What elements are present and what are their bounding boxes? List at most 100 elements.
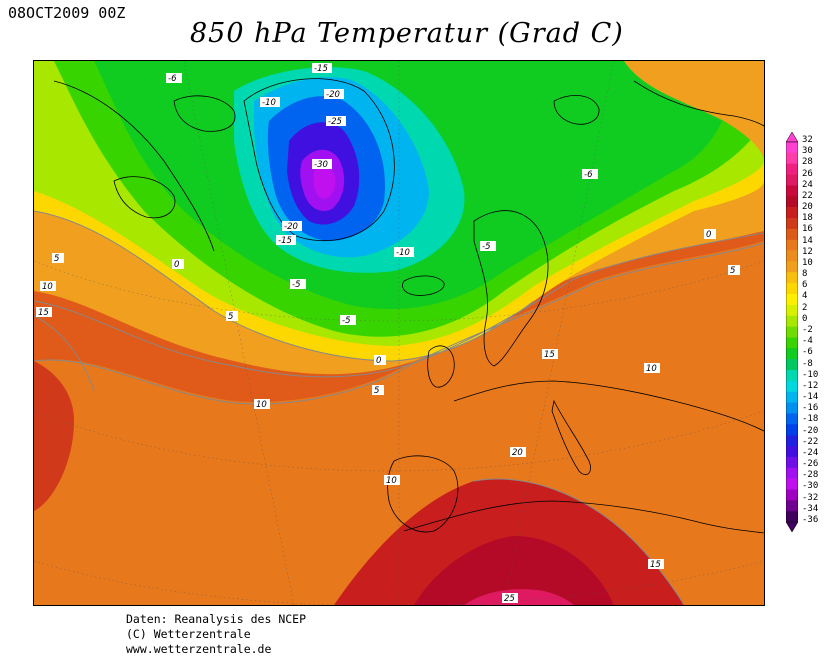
svg-text:-10: -10 [396,248,410,258]
contour-label: 15 [542,349,558,360]
legend-value: -4 [802,336,813,347]
legend-swatch [786,424,798,436]
footer-copyright: (C) Wetterzentrale [126,627,251,641]
legend-swatch [786,261,798,273]
legend-value: 32 [802,135,813,145]
legend-value: -20 [802,425,819,436]
legend-value: 24 [802,179,813,190]
legend-arrow-top [786,132,798,143]
legend-value: 10 [802,257,813,268]
svg-text:-5: -5 [292,280,300,290]
contour-label: 15 [648,559,664,570]
svg-text:15: 15 [544,350,555,360]
contour-label: -5 [480,241,496,252]
contour-label: 10 [40,281,56,292]
svg-text:-30: -30 [314,160,328,170]
contour-label: -5 [290,279,306,290]
svg-text:5: 5 [730,266,735,276]
footer-url[interactable]: www.wetterzentrale.de [126,642,272,656]
legend-value: 20 [802,202,813,213]
legend-value: 4 [802,291,808,302]
svg-text:5: 5 [54,254,59,264]
contour-label: -5 [340,315,356,326]
legend-swatch [786,142,798,154]
legend-value: -12 [802,380,819,391]
legend-value: 12 [802,246,813,257]
contour-label: -15 [276,235,296,246]
legend-swatch [786,348,798,360]
footer-data-source: Daten: Reanalysis des NCEP [126,612,307,626]
svg-text:-25: -25 [328,117,342,127]
svg-text:0: 0 [174,260,179,270]
legend-swatch [786,283,798,295]
legend-swatch [786,272,798,284]
contour-label: -10 [394,247,414,258]
legend-swatch [786,304,798,317]
legend-value: 14 [802,235,813,246]
svg-text:-10: -10 [262,98,276,108]
legend-value: -16 [802,403,819,414]
legend-swatch [786,174,798,186]
svg-text:25: 25 [504,594,515,604]
legend-swatch [786,500,798,512]
legend-swatch [786,435,798,447]
contour-label: 0 [172,259,184,270]
legend-swatch [786,185,798,197]
legend-labels: 32 30 28 26 24 22 20 18 16 14 12 10 8 6 4 2 0 -2 -4 -6 -8 -10… [802,136,836,525]
legend-swatch [786,446,798,458]
contour-label: -15 [312,63,332,74]
legend-value: 8 [802,269,808,280]
contour-label: -10 [260,97,280,108]
svg-text:-6: -6 [168,74,177,84]
contour-label: 10 [644,363,660,374]
svg-text:5: 5 [228,312,233,322]
legend-swatch [786,163,798,175]
legend-swatch [786,239,798,251]
contour-label: 15 [36,307,52,318]
contour-label: 5 [372,385,384,396]
legend-value: -36 [802,515,819,525]
legend-swatch [786,511,798,523]
legend-value: 18 [802,213,813,224]
legend-swatch [786,337,798,349]
legend-value: 6 [802,280,808,291]
legend-value: -30 [802,481,819,492]
contour-label: 0 [704,229,716,240]
svg-text:10: 10 [42,282,53,292]
legend-value: -26 [802,459,819,470]
legend-swatch [786,359,798,371]
contour-label: 10 [254,399,270,410]
contour-label: 0 [374,355,386,366]
legend-swatch [786,413,798,425]
legend-swatch [786,478,798,490]
legend-value: 16 [802,224,813,235]
legend-swatch [786,196,798,208]
legend-swatch [786,456,798,469]
legend-value: 26 [802,168,813,179]
legend-swatch [786,294,798,306]
contour-label: 5 [728,265,740,276]
contour-label: -20 [282,221,302,232]
contour-labels: -6 -10 -15 -20 -25 -30 -20 -15 -6 -5 -10… [36,63,740,604]
contour-label: 20 [510,447,526,458]
legend-swatch [786,207,798,219]
legend-value: 22 [802,190,813,201]
svg-text:0: 0 [376,356,381,366]
legend-swatch [786,391,798,403]
svg-text:20: 20 [512,448,523,458]
date-time-label: 08OCT2009 00Z [8,4,126,22]
legend-swatch [786,228,798,241]
svg-text:-15: -15 [314,64,328,74]
contour-label: 5 [52,253,64,264]
temperature-map: -6 -10 -15 -20 -25 -30 -20 -15 -6 -5 -10… [33,60,765,606]
legend-swatch [786,326,798,338]
legend-value: -32 [802,492,819,503]
legend-swatch [786,152,798,165]
svg-text:10: 10 [256,400,267,410]
svg-text:-15: -15 [278,236,292,246]
legend-swatch [786,218,798,230]
legend-value: 0 [802,313,808,324]
legend-swatch [786,370,798,382]
contour-label: -20 [324,89,344,100]
legend-value: -10 [802,369,819,380]
